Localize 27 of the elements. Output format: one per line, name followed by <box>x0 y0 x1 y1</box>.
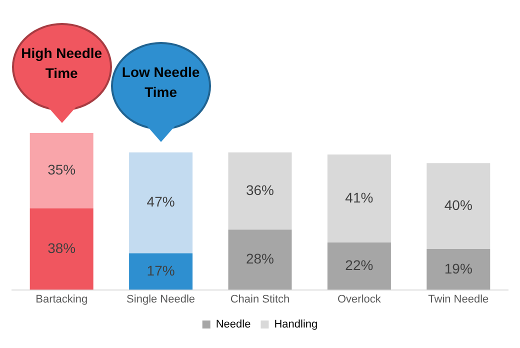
data-label: 36% <box>246 182 274 198</box>
bar <box>129 152 193 254</box>
data-label: 47% <box>146 194 175 210</box>
bar <box>327 242 391 290</box>
data-label: 17% <box>146 262 175 278</box>
data-label: 22% <box>345 257 374 274</box>
bar <box>30 208 94 290</box>
x-tick-label: Bartacking <box>36 293 88 306</box>
data-label: 38% <box>48 240 76 256</box>
bar <box>426 249 490 290</box>
x-tick-label: Chain Stitch <box>230 293 290 306</box>
x-tick-label: Twin Needle <box>428 293 489 306</box>
data-label: 41% <box>345 189 374 206</box>
data-label: 19% <box>444 260 472 276</box>
bar <box>228 152 292 230</box>
data-label: 40% <box>444 196 472 213</box>
bar <box>129 253 193 290</box>
bar <box>426 163 490 249</box>
bar <box>228 230 292 290</box>
bar <box>30 133 94 208</box>
bar <box>327 154 391 243</box>
x-tick-label: Overlock <box>337 293 382 306</box>
legend-label: Needle <box>216 318 251 331</box>
data-label: 35% <box>48 161 76 178</box>
data-label: 28% <box>246 250 274 267</box>
x-tick-label: Single Needle <box>126 293 196 306</box>
legend-label: Handling <box>274 318 318 331</box>
